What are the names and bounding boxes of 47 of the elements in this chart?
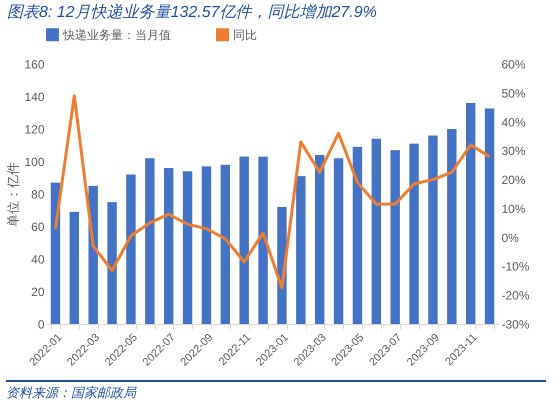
bar	[220, 164, 230, 324]
bar	[107, 202, 117, 324]
bar	[164, 168, 174, 324]
bar	[202, 166, 212, 324]
y2-tick-label: 10%	[502, 202, 526, 216]
y-tick-label: 120	[24, 122, 45, 136]
bar	[390, 150, 400, 324]
y-tick-label: 60	[31, 220, 45, 234]
bar	[126, 174, 136, 324]
bar	[258, 156, 268, 324]
text: 资料来源：国家邮政局	[6, 380, 546, 402]
y2-tick-label: 40%	[502, 115, 526, 130]
bar	[182, 171, 192, 324]
y2-tick-label: 20%	[502, 173, 526, 188]
bar	[372, 138, 382, 324]
y-tick-label: 40	[31, 252, 45, 266]
bar	[409, 144, 419, 324]
bar	[466, 103, 476, 324]
bar	[70, 212, 80, 324]
y-tick-label: 0	[38, 318, 45, 332]
legend-label: 快递业务量：当月值	[62, 28, 171, 42]
bar	[296, 176, 306, 324]
bar	[145, 158, 155, 324]
y2-tick-label: 60%	[502, 58, 526, 72]
y-tick-label: 140	[24, 90, 45, 104]
bar	[239, 156, 249, 324]
y-tick-label: 100	[24, 155, 45, 169]
y2-tick-label: -10%	[502, 260, 530, 274]
y-tick-label: 20	[31, 285, 45, 299]
y2-tick-label: -30%	[502, 318, 530, 332]
bar	[484, 108, 494, 324]
y2-tick-label: -20%	[502, 288, 530, 303]
y2-tick-label: 50%	[502, 86, 526, 100]
y2-tick-label: 30%	[502, 144, 526, 158]
y-tick-label: 160	[24, 58, 45, 72]
legend-label: 同比	[233, 28, 257, 42]
y2-tick-label: 0%	[502, 230, 520, 245]
y-axis-title: 单位：亿件	[5, 162, 20, 227]
bar	[50, 182, 60, 324]
line-series	[54, 94, 492, 290]
bar	[334, 158, 344, 324]
bar	[352, 146, 362, 324]
y-tick-label: 80	[31, 188, 45, 202]
chart-title: 图表8: 12月快递业务量132.57亿件，同比增加27.9%	[6, 3, 377, 21]
bar	[447, 129, 457, 324]
bar	[428, 136, 438, 324]
bar	[314, 155, 324, 324]
